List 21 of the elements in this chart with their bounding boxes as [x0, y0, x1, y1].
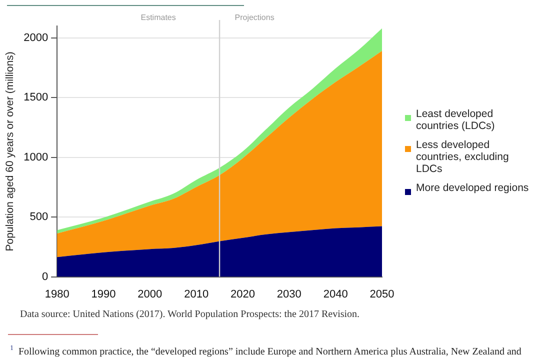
x-tick-label: 2020: [230, 288, 255, 300]
x-tick-label: 1980: [44, 288, 70, 300]
y-axis-title: Population aged 60 years or over (millions): [4, 52, 16, 252]
text: Projections: [234, 13, 274, 22]
y-tick-label: 1000: [24, 151, 48, 164]
legend-label: Less developed countries, excluding LDCs: [416, 139, 510, 175]
source-note: Data source: United Nations (2017). World Population Prospects: the 2017 Revision.: [20, 309, 360, 320]
x-tick-label: 2050: [370, 288, 394, 300]
x-tick-label: 2000: [138, 288, 162, 300]
y-tick-label: 500: [30, 211, 48, 224]
legend-label: More developed regions: [416, 182, 529, 194]
text: $^{1}$Following common practice, the “developed regions” include Europe and Northern America plus Australia, New Zealand and: [10, 343, 522, 358]
y-tick-label: 0: [42, 270, 48, 283]
y-tick-label: 1500: [24, 92, 48, 104]
legend-label: Least developed countries (LDCs): [416, 108, 496, 132]
text: Estimates: [140, 13, 176, 22]
y-tick-label: 2000: [24, 32, 48, 44]
x-tick-label: 2010: [184, 288, 209, 300]
x-tick-label: 2030: [276, 288, 302, 300]
x-tick-label: 1990: [91, 288, 116, 300]
x-tick-label: 2040: [323, 288, 348, 300]
